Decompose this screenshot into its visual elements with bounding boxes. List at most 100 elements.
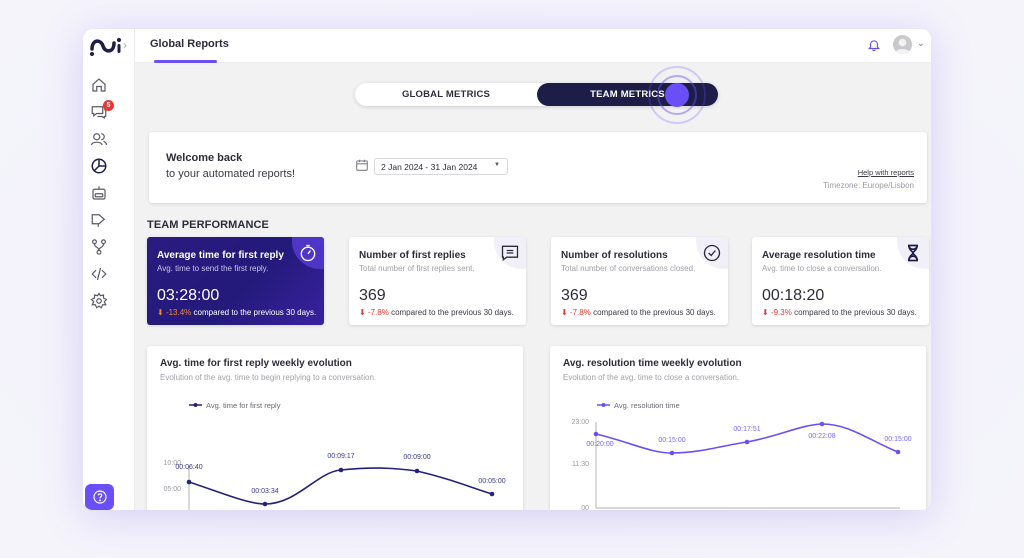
avatar[interactable] (893, 35, 912, 54)
metric-title: Number of first replies (359, 250, 466, 261)
data-label: 00:20:00 (586, 441, 613, 448)
comparison-text: compared to the previous 30 days. (388, 308, 514, 317)
help-with-reports-link[interactable]: Help with reports (857, 168, 914, 177)
comparison-text: compared to the previous 30 days. (791, 308, 917, 317)
chart-subtitle: Evolution of the avg. time to begin repl… (160, 373, 377, 382)
pulse-ring (648, 66, 706, 124)
pulse-indicator (665, 83, 689, 107)
metric-change-pct: -13.4% (165, 308, 192, 317)
metric-description: Total number of first replies sent. (359, 264, 475, 273)
sidebar-item-developers[interactable] (89, 264, 109, 284)
data-label: 00:09:17 (327, 453, 354, 460)
resolution-time-chart-card: Avg. resolution time weekly evolution Ev… (550, 346, 926, 510)
metric-change-pct: -7.8% (569, 308, 591, 317)
metric-title: Average time for first reply (157, 250, 284, 261)
sidebar-item-campaigns[interactable] (89, 210, 109, 230)
first-reply-chart-card: Avg. time for first reply weekly evoluti… (147, 346, 523, 510)
code-icon (91, 267, 107, 281)
welcome-title: Welcome back (166, 152, 243, 164)
y-tick: 10:00 (163, 460, 181, 467)
metric-card-resolution-time[interactable]: Average resolution time Avg. time to clo… (752, 237, 929, 325)
message-icon (501, 245, 519, 261)
unread-badge: 5 (103, 100, 114, 111)
section-title: TEAM PERFORMANCE (147, 219, 269, 231)
data-label: 00:09:00 (403, 454, 430, 461)
chart-legend[interactable]: Avg. resolution time (597, 401, 680, 410)
users-icon (90, 133, 108, 146)
sidebar-item-bots[interactable] (89, 183, 109, 203)
metric-card-resolutions[interactable]: Number of resolutions Total number of co… (551, 237, 728, 325)
robot-icon (92, 186, 106, 200)
y-tick: 11:30 (572, 461, 589, 468)
account-menu-chevron-icon[interactable]: ⌄ (916, 38, 925, 49)
metric-description: Avg. time to close a conversation. (762, 264, 882, 273)
legend-label: Avg. resolution time (614, 401, 680, 410)
metric-change-pct: -9.3% (770, 308, 792, 317)
date-range-value: 2 Jan 2024 - 31 Jan 2024 (381, 162, 478, 172)
help-button[interactable] (85, 484, 114, 510)
data-label: 00:15:00 (658, 437, 685, 444)
welcome-subtitle: to your automated reports! (166, 168, 296, 180)
pie-chart-icon (91, 158, 107, 174)
y-tick: 05:00 (163, 486, 181, 493)
check-circle-icon (703, 244, 721, 262)
metric-comparison: ⬇ -13.4% compared to the previous 30 day… (157, 308, 317, 317)
tab-global-reports[interactable]: Global Reports (150, 38, 229, 50)
bell-icon[interactable] (867, 37, 881, 53)
metric-value: 00:18:20 (762, 287, 825, 304)
sidebar: › 5 (83, 29, 135, 510)
caret-down-icon: ▼ (494, 162, 500, 168)
metric-value: 369 (561, 287, 588, 304)
active-tab-indicator (154, 60, 217, 63)
metric-description: Avg. time to send the first reply. (157, 264, 269, 273)
y-tick: 23:00 (571, 419, 589, 426)
data-label: 00:03:34 (251, 488, 278, 495)
metric-description: Total number of conversations closed. (561, 264, 696, 273)
metric-title: Average resolution time (762, 250, 876, 261)
chart-subtitle: Evolution of the avg. time to close a co… (563, 373, 740, 382)
home-icon (92, 78, 106, 92)
data-label: 00:17:51 (733, 426, 760, 433)
metric-value: 03:28:00 (157, 287, 220, 304)
metric-title: Number of resolutions (561, 250, 668, 261)
metric-change-pct: -7.8% (367, 308, 389, 317)
data-label: 00:05:00 (478, 478, 505, 485)
metric-card-first-reply-time[interactable]: Average time for first reply Avg. time t… (147, 237, 324, 325)
user-avatar-icon (894, 38, 911, 54)
comparison-text: compared to the previous 30 days. (191, 308, 317, 317)
megaphone-icon (91, 214, 106, 227)
metric-card-first-replies[interactable]: Number of first replies Total number of … (349, 237, 526, 325)
metric-comparison: ⬇ -9.3% compared to the previous 30 days… (762, 308, 917, 317)
sidebar-item-home[interactable] (89, 75, 109, 95)
data-label: 00:15:00 (884, 436, 911, 443)
sidebar-item-reports[interactable] (89, 156, 109, 176)
data-label: 00:22:08 (808, 433, 835, 440)
gear-icon (90, 292, 108, 309)
chart-legend[interactable]: Avg. time for first reply (189, 401, 281, 410)
sidebar-item-integrations[interactable] (89, 237, 109, 257)
help-icon (92, 490, 107, 504)
global-metrics-option[interactable]: GLOBAL METRICS (401, 89, 491, 100)
first-reply-line-chart: Avg. time for first reply 10:00 05:00 00… (163, 401, 506, 510)
legend-label: Avg. time for first reply (206, 401, 281, 410)
chart-title: Avg. time for first reply weekly evoluti… (160, 358, 352, 369)
date-range-select[interactable]: 2 Jan 2024 - 31 Jan 2024 ▼ (374, 158, 508, 175)
stopwatch-icon (300, 244, 316, 262)
expand-sidebar-chevron-icon[interactable]: › (123, 38, 127, 52)
metric-comparison: ⬇ -7.8% compared to the previous 30 days… (359, 308, 514, 317)
metric-value: 369 (359, 287, 386, 304)
sidebar-item-contacts[interactable] (89, 129, 109, 149)
top-bar: Global Reports ⌄ (135, 29, 931, 63)
flow-icon (92, 239, 106, 255)
data-label: 00:06:40 (175, 464, 202, 471)
calendar-icon (356, 159, 368, 171)
sidebar-item-settings[interactable] (89, 291, 109, 311)
metric-comparison: ⬇ -7.8% compared to the previous 30 days… (561, 308, 716, 317)
comparison-text: compared to the previous 30 days. (590, 308, 716, 317)
logo-icon[interactable] (89, 35, 125, 57)
app-window: › 5 Global (83, 29, 931, 510)
welcome-card: Welcome back to your automated reports! … (149, 132, 927, 203)
timezone-label: Timezone: Europe/Lisbon (823, 181, 914, 190)
resolution-time-line-chart: Avg. resolution time 23:00 11:30 00 00:2… (571, 401, 911, 510)
y-tick: 00 (581, 505, 589, 510)
